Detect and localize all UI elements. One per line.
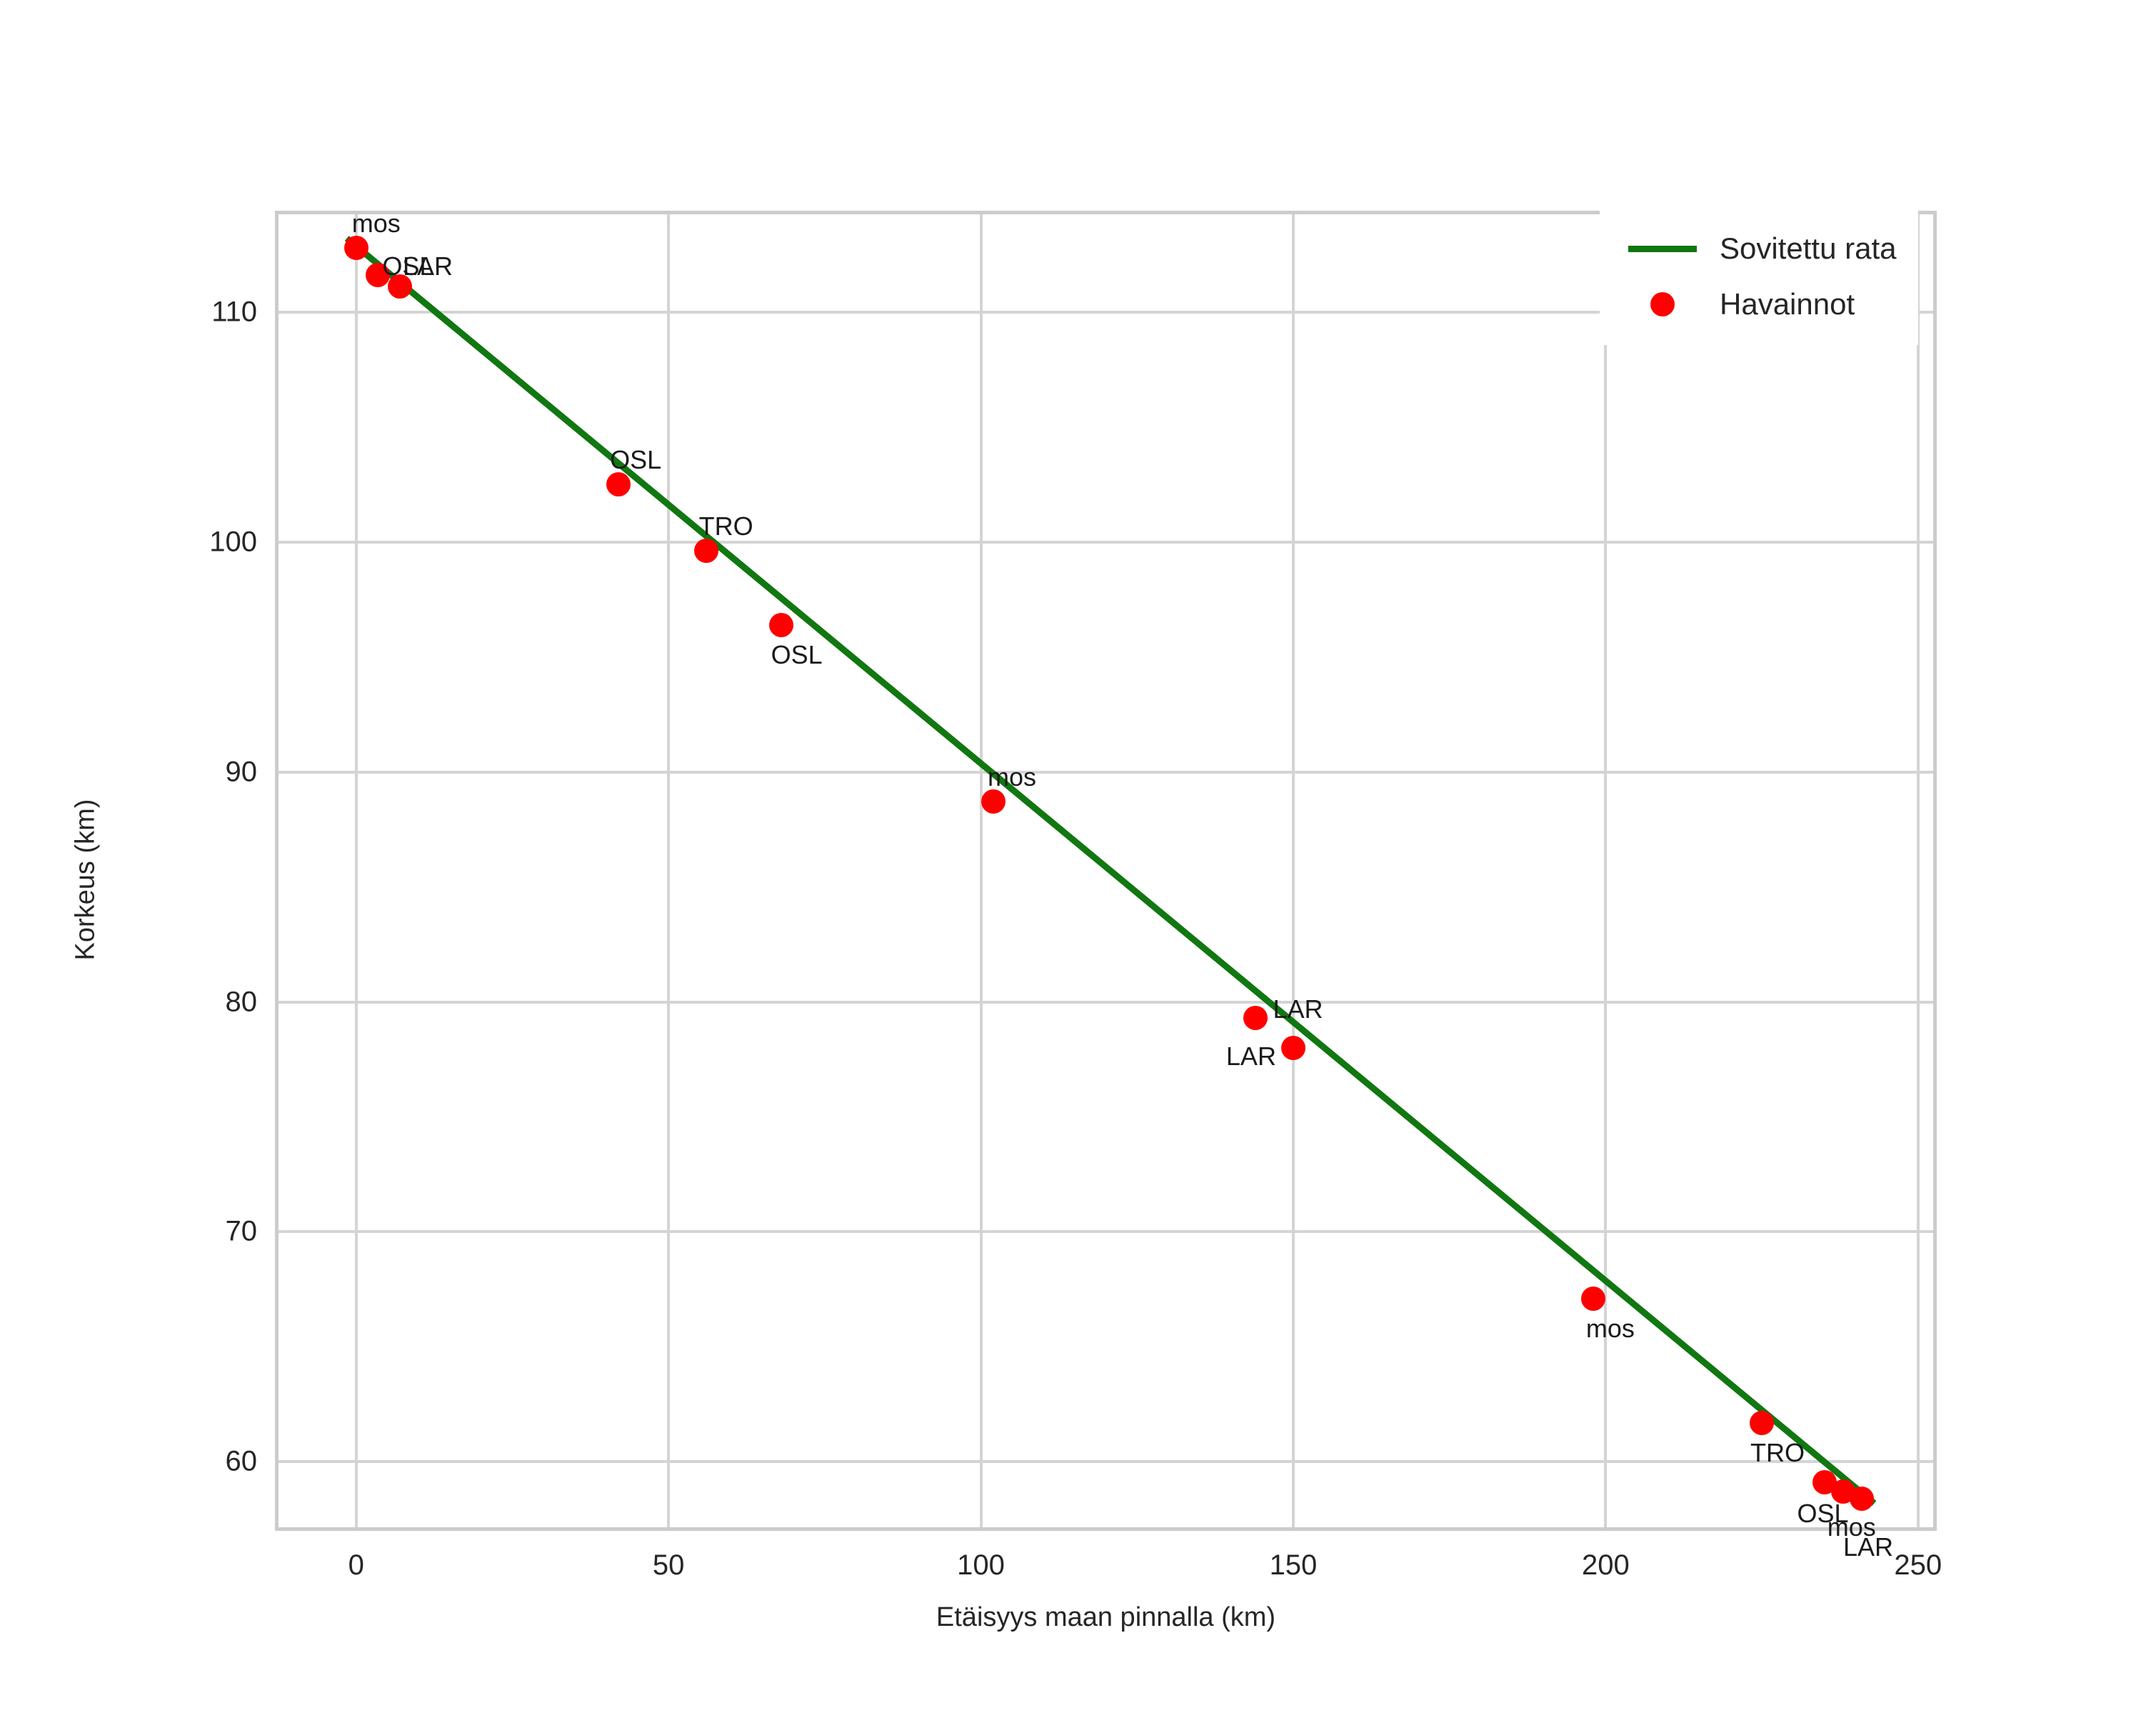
gridline-horizontal — [275, 1000, 1937, 1004]
y-tick-label: 110 — [211, 296, 257, 328]
legend-entry-observations: Havainnot — [1613, 276, 1905, 332]
legend: Sovitettu rata Havainnot — [1600, 211, 1918, 345]
gridline-vertical — [1604, 211, 1608, 1531]
gridline-horizontal — [275, 770, 1937, 774]
axis-spine-top — [275, 211, 1937, 214]
gridline-vertical — [1291, 211, 1295, 1531]
gridline-vertical — [354, 211, 358, 1531]
y-tick-label: 100 — [209, 526, 257, 558]
gridline-vertical — [979, 211, 983, 1531]
x-axis-title: Etäisyys maan pinnalla (km) — [936, 1602, 1276, 1632]
gridline-vertical — [1916, 211, 1920, 1531]
x-tick-label: 150 — [1269, 1549, 1318, 1581]
plot-area: mos OSL LAR OSL TRO OSL mos LAR LAR mos TRO OSL mos L… — [275, 210, 1937, 1559]
y-tick-label: 60 — [225, 1445, 258, 1477]
gridline-horizontal — [275, 1460, 1937, 1464]
x-tick-label: 50 — [652, 1549, 685, 1581]
legend-line-icon — [1613, 245, 1713, 252]
axis-spine-bottom — [275, 1527, 1937, 1531]
observation-label: LAR — [1843, 1532, 1894, 1562]
fit-line — [344, 236, 1877, 1506]
legend-entry-fit-line: Sovitettu rata — [1613, 221, 1905, 276]
gridline-horizontal — [275, 310, 1937, 314]
fit-line-layer — [344, 236, 1877, 1506]
legend-label-fit-line: Sovitettu rata — [1720, 231, 1897, 265]
y-axis-title: Korkeus (km) — [70, 799, 101, 961]
legend-dot-icon — [1613, 292, 1713, 316]
axis-spine-right — [1933, 211, 1937, 1531]
legend-label-observations: Havainnot — [1720, 287, 1855, 321]
y-tick-label: 70 — [225, 1215, 258, 1247]
y-tick-label: 90 — [225, 756, 258, 788]
x-tick-label: 200 — [1581, 1549, 1630, 1581]
x-tick-label: 250 — [1894, 1549, 1942, 1581]
axis-spine-left — [275, 211, 279, 1531]
y-tick-label: 80 — [225, 986, 258, 1017]
gridline-vertical — [667, 211, 671, 1531]
x-tick-label: 0 — [348, 1549, 364, 1581]
x-tick-label: 100 — [957, 1549, 1005, 1581]
gridline-horizontal — [275, 1230, 1937, 1234]
gridline-horizontal — [275, 540, 1937, 544]
